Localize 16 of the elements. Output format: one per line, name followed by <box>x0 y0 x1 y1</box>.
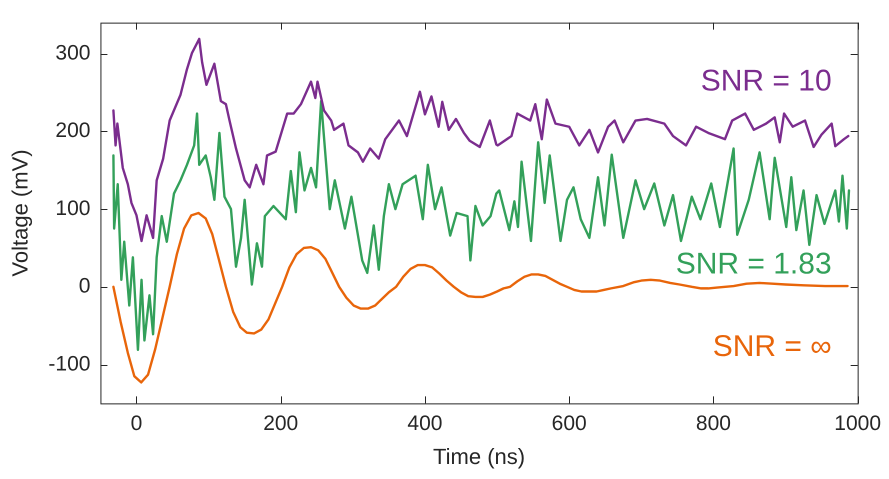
y-tick-label: 0 <box>78 274 90 298</box>
x-tick-label: 600 <box>552 412 587 435</box>
y-tick-label: 300 <box>55 41 90 64</box>
x-tick-label: 0 <box>130 412 142 435</box>
y-axis-title: Voltage (mV) <box>7 149 32 277</box>
x-tick-label: 800 <box>696 412 731 435</box>
series-label: SNR = 10 <box>700 64 832 98</box>
y-tick-label: -100 <box>48 352 90 376</box>
x-tick-label: 400 <box>407 412 442 435</box>
x-tick-label: 1000 <box>834 412 881 435</box>
y-tick-label: 100 <box>55 196 90 220</box>
y-tick-label: 200 <box>55 119 90 142</box>
x-tick-label: 200 <box>263 412 298 435</box>
series-label: SNR = ∞ <box>712 330 832 363</box>
series-label: SNR = 1.83 <box>676 247 832 280</box>
x-axis-title: Time (ns) <box>432 444 526 469</box>
